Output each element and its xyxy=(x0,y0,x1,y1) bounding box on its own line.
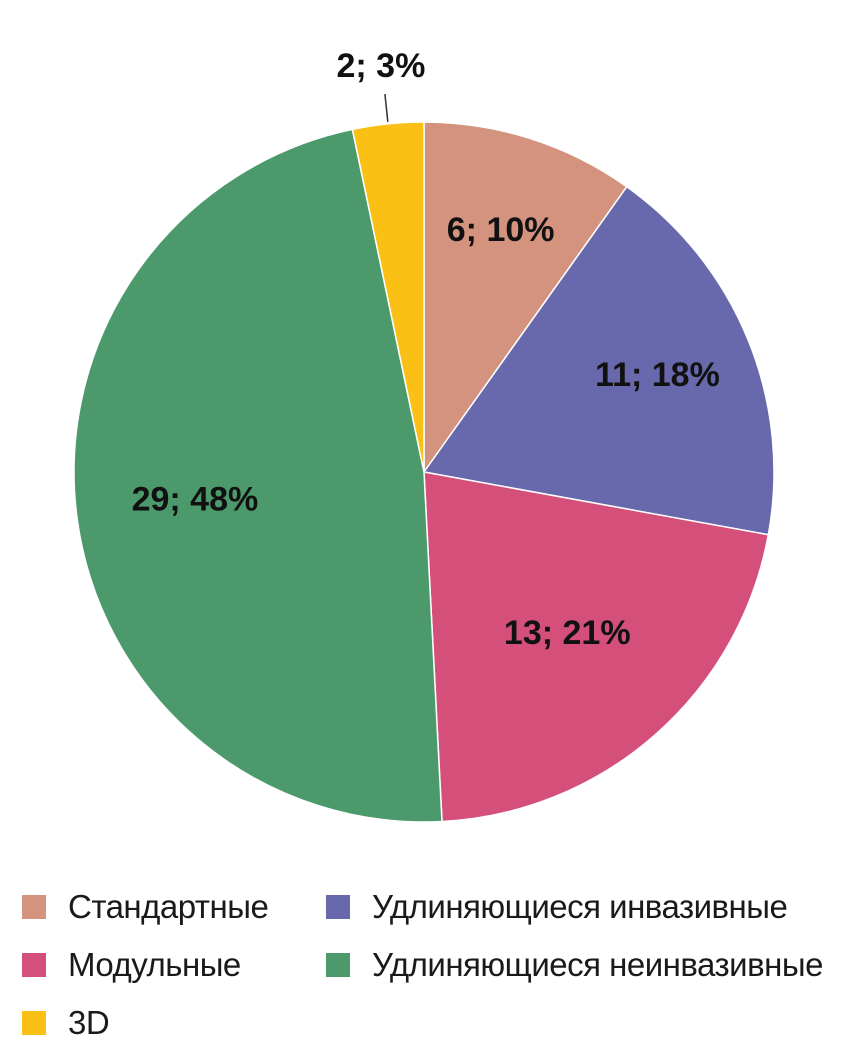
leader-line xyxy=(384,93,389,122)
legend-item-standard: Стандартные xyxy=(22,887,269,927)
slice-label: 13; 21% xyxy=(504,614,631,652)
slice-label: 11; 18% xyxy=(595,356,720,394)
pie-slices xyxy=(73,121,775,823)
slice-label: 6; 10% xyxy=(447,211,555,249)
legend-item-modular: Модульные xyxy=(22,945,241,985)
legend-swatch xyxy=(22,1011,46,1035)
leader-lines xyxy=(384,93,389,122)
pie-slice xyxy=(422,185,775,536)
legend-swatch xyxy=(22,895,46,919)
legend-item-3d: 3D xyxy=(22,1003,110,1043)
legend-label: Удлиняющиеся инвазивные xyxy=(372,888,788,925)
legend-swatch xyxy=(22,953,46,977)
legend-swatch xyxy=(326,895,350,919)
legend-swatch xyxy=(326,953,350,977)
pie-slice xyxy=(73,128,443,823)
slice-label: 29; 48% xyxy=(132,481,259,519)
legend-label: Стандартные xyxy=(68,888,269,925)
pie-chart: 6; 10% 11; 18% 13; 21% 29; 48% 2; 3% xyxy=(73,47,775,823)
legend-item-extending-noninvasive: Удлиняющиеся неинвазивные xyxy=(326,945,823,985)
pie-slice xyxy=(423,471,770,823)
slice-labels: 6; 10% 11; 18% 13; 21% 29; 48% 2; 3% xyxy=(132,47,720,652)
slice-label: 2; 3% xyxy=(337,47,426,85)
legend-label: 3D xyxy=(68,1004,110,1041)
legend: Стандартные Удлиняющиеся инвазивные Моду… xyxy=(0,870,861,1056)
legend-label: Удлиняющиеся неинвазивные xyxy=(372,946,823,983)
legend-item-extending-invasive: Удлиняющиеся инвазивные xyxy=(326,887,788,927)
pie-slice xyxy=(423,121,628,475)
legend-label: Модульные xyxy=(68,946,241,983)
pie-slice xyxy=(351,121,425,473)
